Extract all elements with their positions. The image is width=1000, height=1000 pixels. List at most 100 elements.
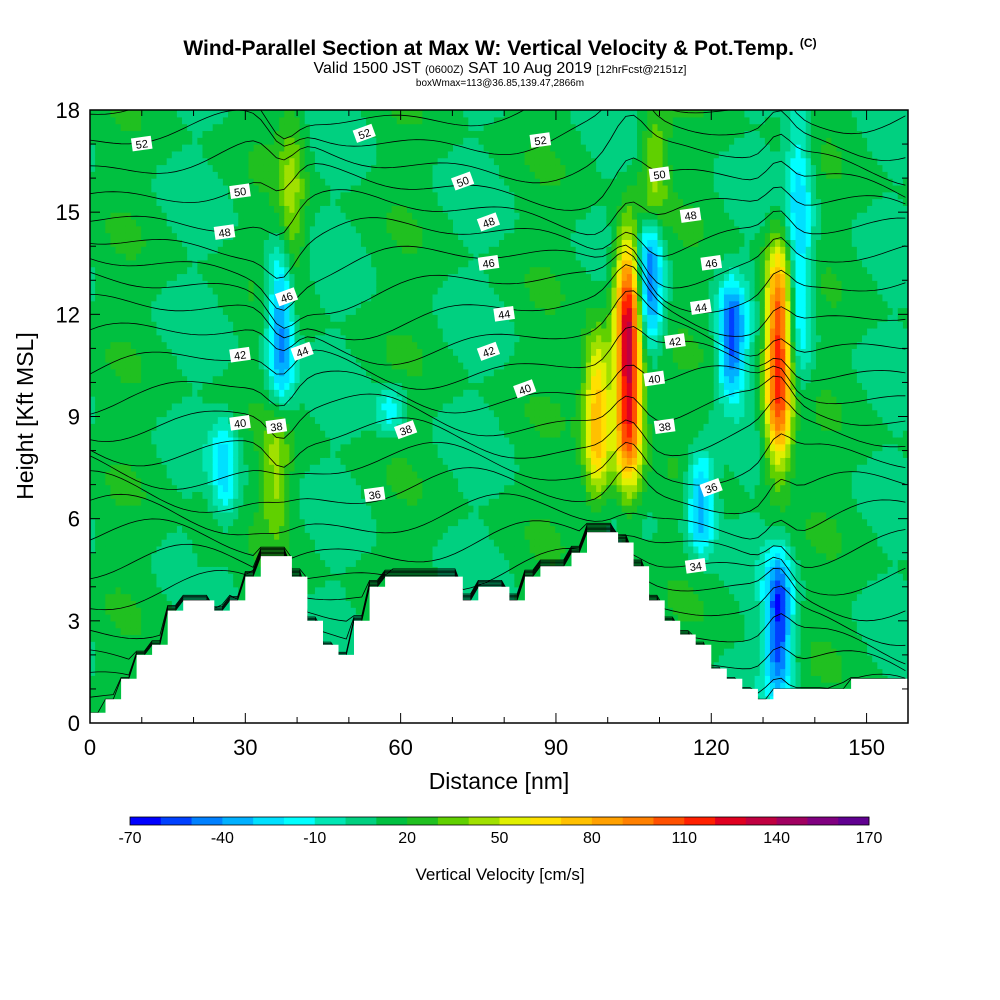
w-cell [130,150,137,159]
w-cell [161,157,168,166]
w-cell [100,654,106,663]
w-cell [263,375,270,384]
w-cell [171,287,178,295]
w-cell [258,334,265,343]
w-cell [105,416,112,424]
w-cell [355,280,362,288]
w-cell [309,518,316,527]
w-cell [176,518,183,527]
w-cell [238,123,244,132]
w-cell [325,552,331,561]
w-cell [279,443,285,452]
w-cell [279,280,285,288]
w-cell [222,579,229,588]
w-cell [304,300,311,309]
w-cell [325,116,331,125]
w-cell [130,368,137,377]
w-cell [299,450,306,458]
w-cell [309,416,316,424]
w-cell [314,164,321,172]
w-cell [335,450,342,458]
w-cell [253,484,260,493]
w-cell [268,430,275,438]
w-cell [340,470,347,479]
w-cell [289,368,296,377]
w-cell [360,402,367,411]
w-cell [253,389,260,397]
w-cell [325,409,331,418]
w-cell [294,511,301,520]
w-cell [366,157,372,166]
w-cell [151,511,158,520]
w-cell [228,280,234,288]
w-cell [320,273,326,281]
w-cell [151,266,158,275]
w-cell [335,586,342,595]
w-cell [248,396,255,404]
w-cell [350,259,357,268]
w-cell [253,362,260,370]
w-cell [105,430,112,438]
w-cell [105,368,112,377]
w-cell [187,150,193,159]
w-cell [330,423,336,431]
w-cell [176,552,183,561]
w-cell [355,287,362,295]
w-cell [161,464,168,472]
w-cell [95,436,101,445]
w-cell [95,266,101,275]
w-cell [360,409,367,418]
w-cell [110,641,117,649]
w-cell [335,620,342,629]
w-cell [151,144,158,152]
w-cell [284,423,290,431]
w-cell [284,259,290,268]
w-cell [161,559,168,567]
w-cell [156,607,163,615]
w-cell [279,491,285,499]
w-cell [243,464,250,472]
w-cell [335,518,342,527]
w-cell [309,232,316,241]
w-cell [350,273,357,281]
w-cell [238,470,244,479]
w-cell [222,253,229,261]
w-cell [253,150,260,159]
w-cell [156,402,163,411]
w-cell [95,334,101,343]
w-cell [212,239,219,247]
w-cell [110,130,117,138]
w-cell [120,545,127,554]
w-cell [141,116,147,125]
w-cell [243,266,250,275]
w-cell [187,552,193,561]
w-cell [156,321,163,329]
w-cell [120,423,127,431]
w-cell [233,164,239,172]
w-cell [125,246,132,254]
w-cell [228,573,234,581]
w-cell [325,157,331,166]
w-cell [274,457,280,465]
w-cell [243,178,250,186]
w-cell [197,321,204,329]
w-cell [330,171,336,179]
box-info: boxWmax=113@36.85,139.47,2866m [415,78,585,89]
w-cell [366,293,372,302]
w-cell [125,327,132,336]
w-cell [340,327,347,336]
w-cell [243,382,250,390]
w-cell [197,232,204,241]
w-cell [289,532,296,540]
w-cell [320,579,326,588]
w-cell [345,212,352,220]
w-cell [253,280,260,288]
w-cell [228,218,234,227]
w-cell [274,498,280,506]
w-cell [212,150,219,159]
w-cell [248,273,255,281]
w-cell [304,600,311,608]
w-cell [238,287,244,295]
w-cell [263,389,270,397]
w-cell [95,545,101,554]
